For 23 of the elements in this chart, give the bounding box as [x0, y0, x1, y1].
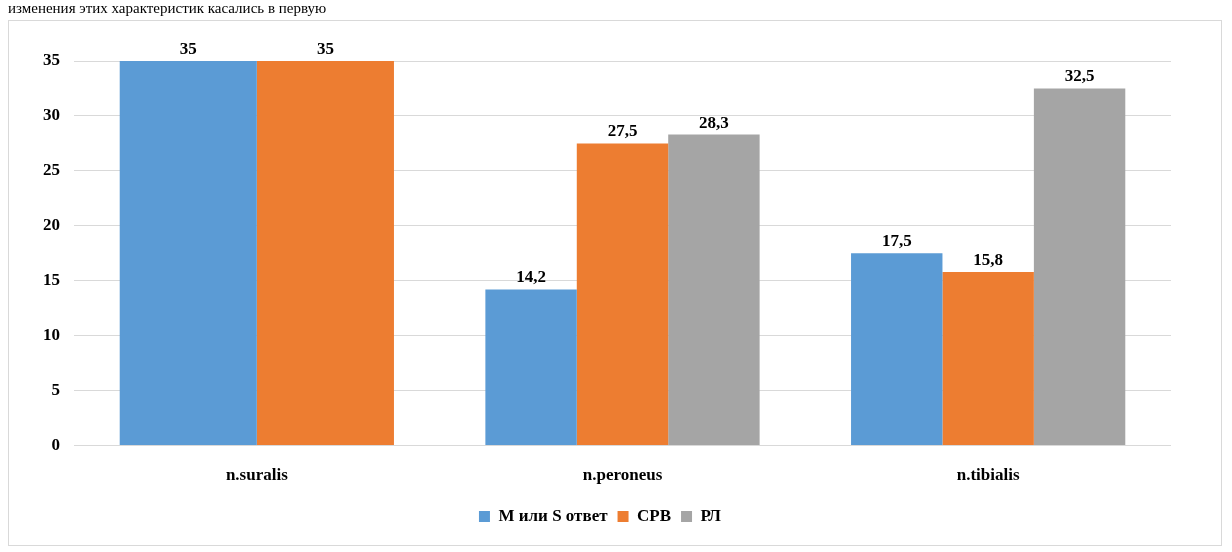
y-tick-label: 0 [51, 434, 60, 454]
y-tick-label: 20 [43, 215, 60, 235]
y-tick-label: 30 [43, 105, 60, 125]
y-tick-label: 5 [51, 380, 60, 400]
y-tick-label: 25 [43, 160, 60, 180]
data-label: 27,5 [607, 121, 638, 141]
data-label: 28,3 [699, 112, 729, 132]
x-tick-label: n.suralis [225, 465, 289, 485]
data-label: 35 [179, 38, 197, 58]
y-tick-label: 35 [43, 50, 60, 70]
data-label: 15,8 [973, 249, 1004, 269]
data-label: 32,5 [1064, 66, 1095, 86]
text: изменения этих характеристик касались в первую [8, 0, 327, 17]
data-label: 35 [316, 38, 334, 58]
data-label: 17,5 [881, 231, 912, 251]
y-tick-label: 10 [43, 325, 60, 345]
legend-label: РЛ [700, 505, 722, 525]
legend-label: М или S ответ [498, 505, 609, 525]
data-label: 14,2 [516, 267, 546, 287]
x-tick-label: n.peroneus [582, 465, 663, 485]
x-tick-label: n.tibialis [956, 465, 1020, 485]
y-tick-label: 15 [43, 270, 60, 290]
legend-label: СРВ [637, 505, 672, 525]
